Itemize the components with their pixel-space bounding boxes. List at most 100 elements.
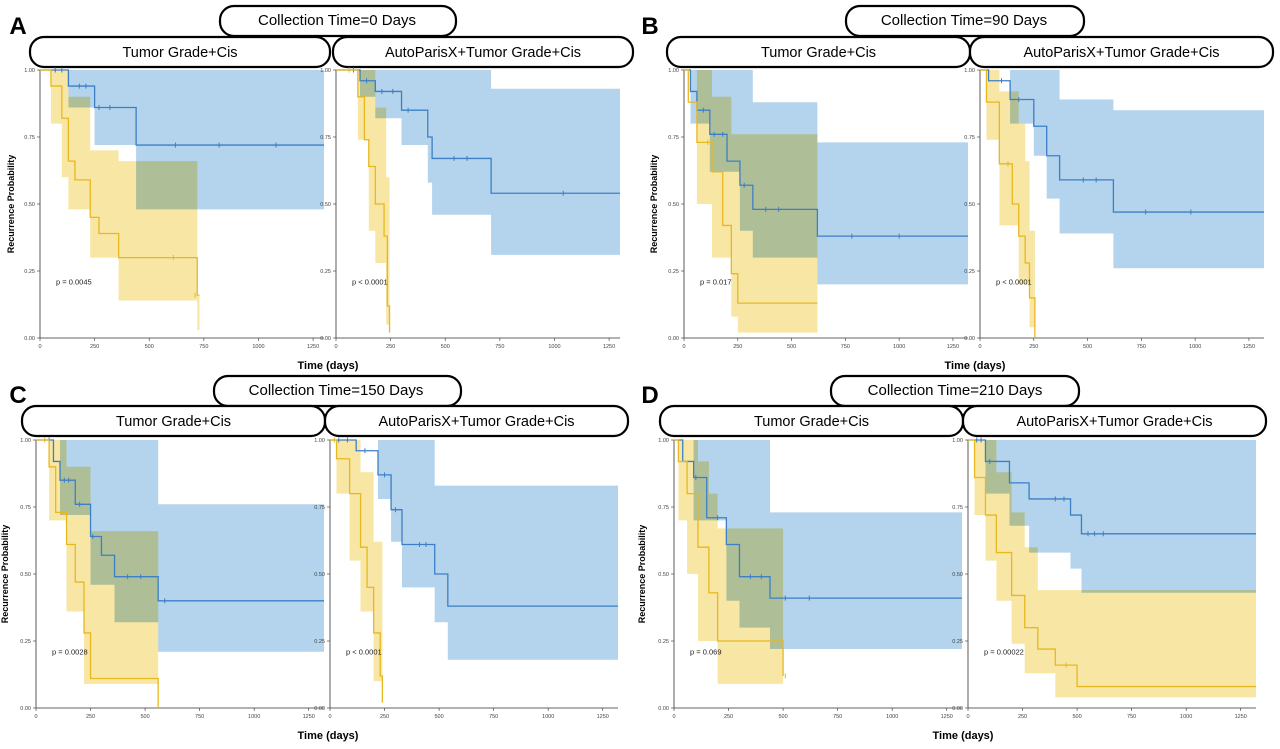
blue-confidence-band: [968, 440, 1256, 593]
panel-c: C Collection Time=150 Days Tumor Grade+Cis…: [0, 374, 630, 742]
p-value-label: p < 0.0001: [996, 277, 1032, 286]
y-axis-label: Recurrence Probability: [6, 155, 16, 254]
x-tick-label: 750: [833, 714, 842, 720]
subtitle-box: [323, 404, 630, 438]
y-tick-label: 0.75: [24, 135, 35, 141]
panel-letter: D: [641, 382, 658, 409]
panel-subtitle: AutoParisX+Tumor Grade+Cis: [385, 45, 581, 61]
x-tick-label: 250: [90, 344, 99, 350]
blue-confidence-band: [330, 440, 618, 660]
x-axis-label: Time (days): [945, 360, 1006, 372]
y-tick-label: 0.75: [964, 135, 975, 141]
x-tick-label: 250: [386, 344, 395, 350]
x-tick-label: 1250: [1235, 714, 1247, 720]
blue-survival-curve: [336, 69, 620, 194]
p-value-label: p = 0.00022: [984, 647, 1024, 656]
p-value-label: p = 0.0028: [52, 647, 88, 656]
y-tick-label: 0.50: [20, 572, 31, 578]
km-plot: 0.00 0.25 0.50 0.75 1.00 0 250 500 750 1000 1250 p …: [952, 437, 1256, 720]
blue-survival-curve: [684, 69, 968, 237]
x-tick-label: 500: [1083, 344, 1092, 350]
x-tick-label: 250: [86, 714, 95, 720]
x-tick-label: 1000: [548, 344, 560, 350]
x-tick-label: 750: [841, 344, 850, 350]
yellow-confidence-band: [980, 70, 1035, 338]
panel-title: Collection Time=90 Days: [881, 12, 1047, 29]
y-tick-label: 0.75: [952, 505, 963, 511]
y-tick-label: 1.00: [24, 68, 35, 74]
x-tick-label: 0: [682, 344, 685, 350]
x-tick-label: 500: [1072, 714, 1081, 720]
x-tick-label: 1000: [893, 344, 905, 350]
y-tick-label: 0.00: [24, 336, 35, 342]
x-tick-label: 750: [1127, 714, 1136, 720]
x-tick-label: 1000: [886, 714, 898, 720]
x-tick-label: 750: [195, 714, 204, 720]
blue-survival-curve: [968, 439, 1256, 535]
yellow-survival-curve: [36, 439, 159, 708]
panel-subtitle: Tumor Grade+Cis: [761, 45, 876, 61]
x-axis-label: Time (days): [298, 360, 359, 372]
x-tick-label: 1250: [303, 714, 315, 720]
panel-subtitle: Tumor Grade+Cis: [122, 45, 237, 61]
y-tick-label: 0.50: [24, 202, 35, 208]
x-tick-label: 0: [38, 344, 41, 350]
y-tick-label: 0.00: [952, 706, 963, 712]
panel-title-box: [218, 4, 458, 38]
y-tick-label: 0.25: [20, 639, 31, 645]
yellow-confidence-band: [36, 440, 159, 706]
y-tick-label: 1.00: [20, 438, 31, 444]
blue-confidence-band: [40, 70, 324, 210]
x-tick-label: 1250: [603, 344, 615, 350]
blue-survival-curve: [330, 439, 618, 607]
subtitle-box: [28, 35, 332, 69]
panel-subtitle: AutoParisX+Tumor Grade+Cis: [1016, 414, 1212, 430]
blue-survival-curve: [36, 439, 324, 602]
x-tick-label: 1000: [252, 344, 264, 350]
panel-letter: A: [9, 13, 26, 40]
y-tick-label: 0.25: [952, 639, 963, 645]
y-axis-label: Recurrence Probability: [649, 155, 659, 254]
p-value-label: p = 0.0045: [56, 277, 92, 286]
p-value-label: p < 0.0001: [352, 277, 388, 286]
x-tick-label: 1250: [597, 714, 609, 720]
y-axis-label: Recurrence Probability: [0, 525, 10, 624]
km-plot: 0.00 0.25 0.50 0.75 1.00 0 250 500 750 1000 1250 p …: [668, 68, 968, 350]
x-tick-label: 500: [778, 714, 787, 720]
panel-a: A Collection Time=0 Days Tumor Grade+Cis 0.…: [6, 4, 635, 372]
yellow-survival-curve: [980, 69, 1036, 338]
yellow-confidence-band: [330, 440, 383, 708]
x-tick-label: 250: [1029, 344, 1038, 350]
x-tick-label: 0: [672, 714, 675, 720]
x-tick-label: 500: [434, 714, 443, 720]
panel-title: Collection Time=210 Days: [868, 382, 1043, 399]
panel-subtitle: Tumor Grade+Cis: [116, 414, 231, 430]
x-tick-label: 0: [34, 714, 37, 720]
panel-title-box: [829, 374, 1081, 408]
y-tick-label: 0.25: [668, 269, 679, 275]
x-tick-label: 1000: [542, 714, 554, 720]
y-tick-label: 0.00: [314, 706, 325, 712]
y-tick-label: 0.50: [952, 572, 963, 578]
blue-confidence-band: [980, 70, 1264, 269]
x-axis-label: Time (days): [298, 730, 359, 742]
y-tick-label: 0.50: [314, 572, 325, 578]
blue-survival-curve: [980, 69, 1264, 213]
y-tick-label: 0.50: [668, 202, 679, 208]
y-tick-label: 0.00: [964, 336, 975, 342]
yellow-confidence-band: [968, 440, 1256, 698]
y-tick-label: 0.50: [320, 202, 331, 208]
y-tick-label: 0.75: [658, 505, 669, 511]
x-tick-label: 1250: [941, 714, 953, 720]
panel-subtitle: Tumor Grade+Cis: [754, 414, 869, 430]
yellow-survival-curve: [336, 69, 391, 333]
x-tick-label: 500: [140, 714, 149, 720]
y-tick-label: 0.25: [24, 269, 35, 275]
yellow-survival-curve: [40, 69, 200, 296]
x-tick-label: 250: [724, 714, 733, 720]
y-tick-label: 1.00: [320, 68, 331, 74]
subtitle-box: [961, 404, 1268, 438]
y-tick-label: 0.25: [314, 639, 325, 645]
x-tick-label: 1250: [947, 344, 959, 350]
subtitle-box: [968, 35, 1275, 69]
